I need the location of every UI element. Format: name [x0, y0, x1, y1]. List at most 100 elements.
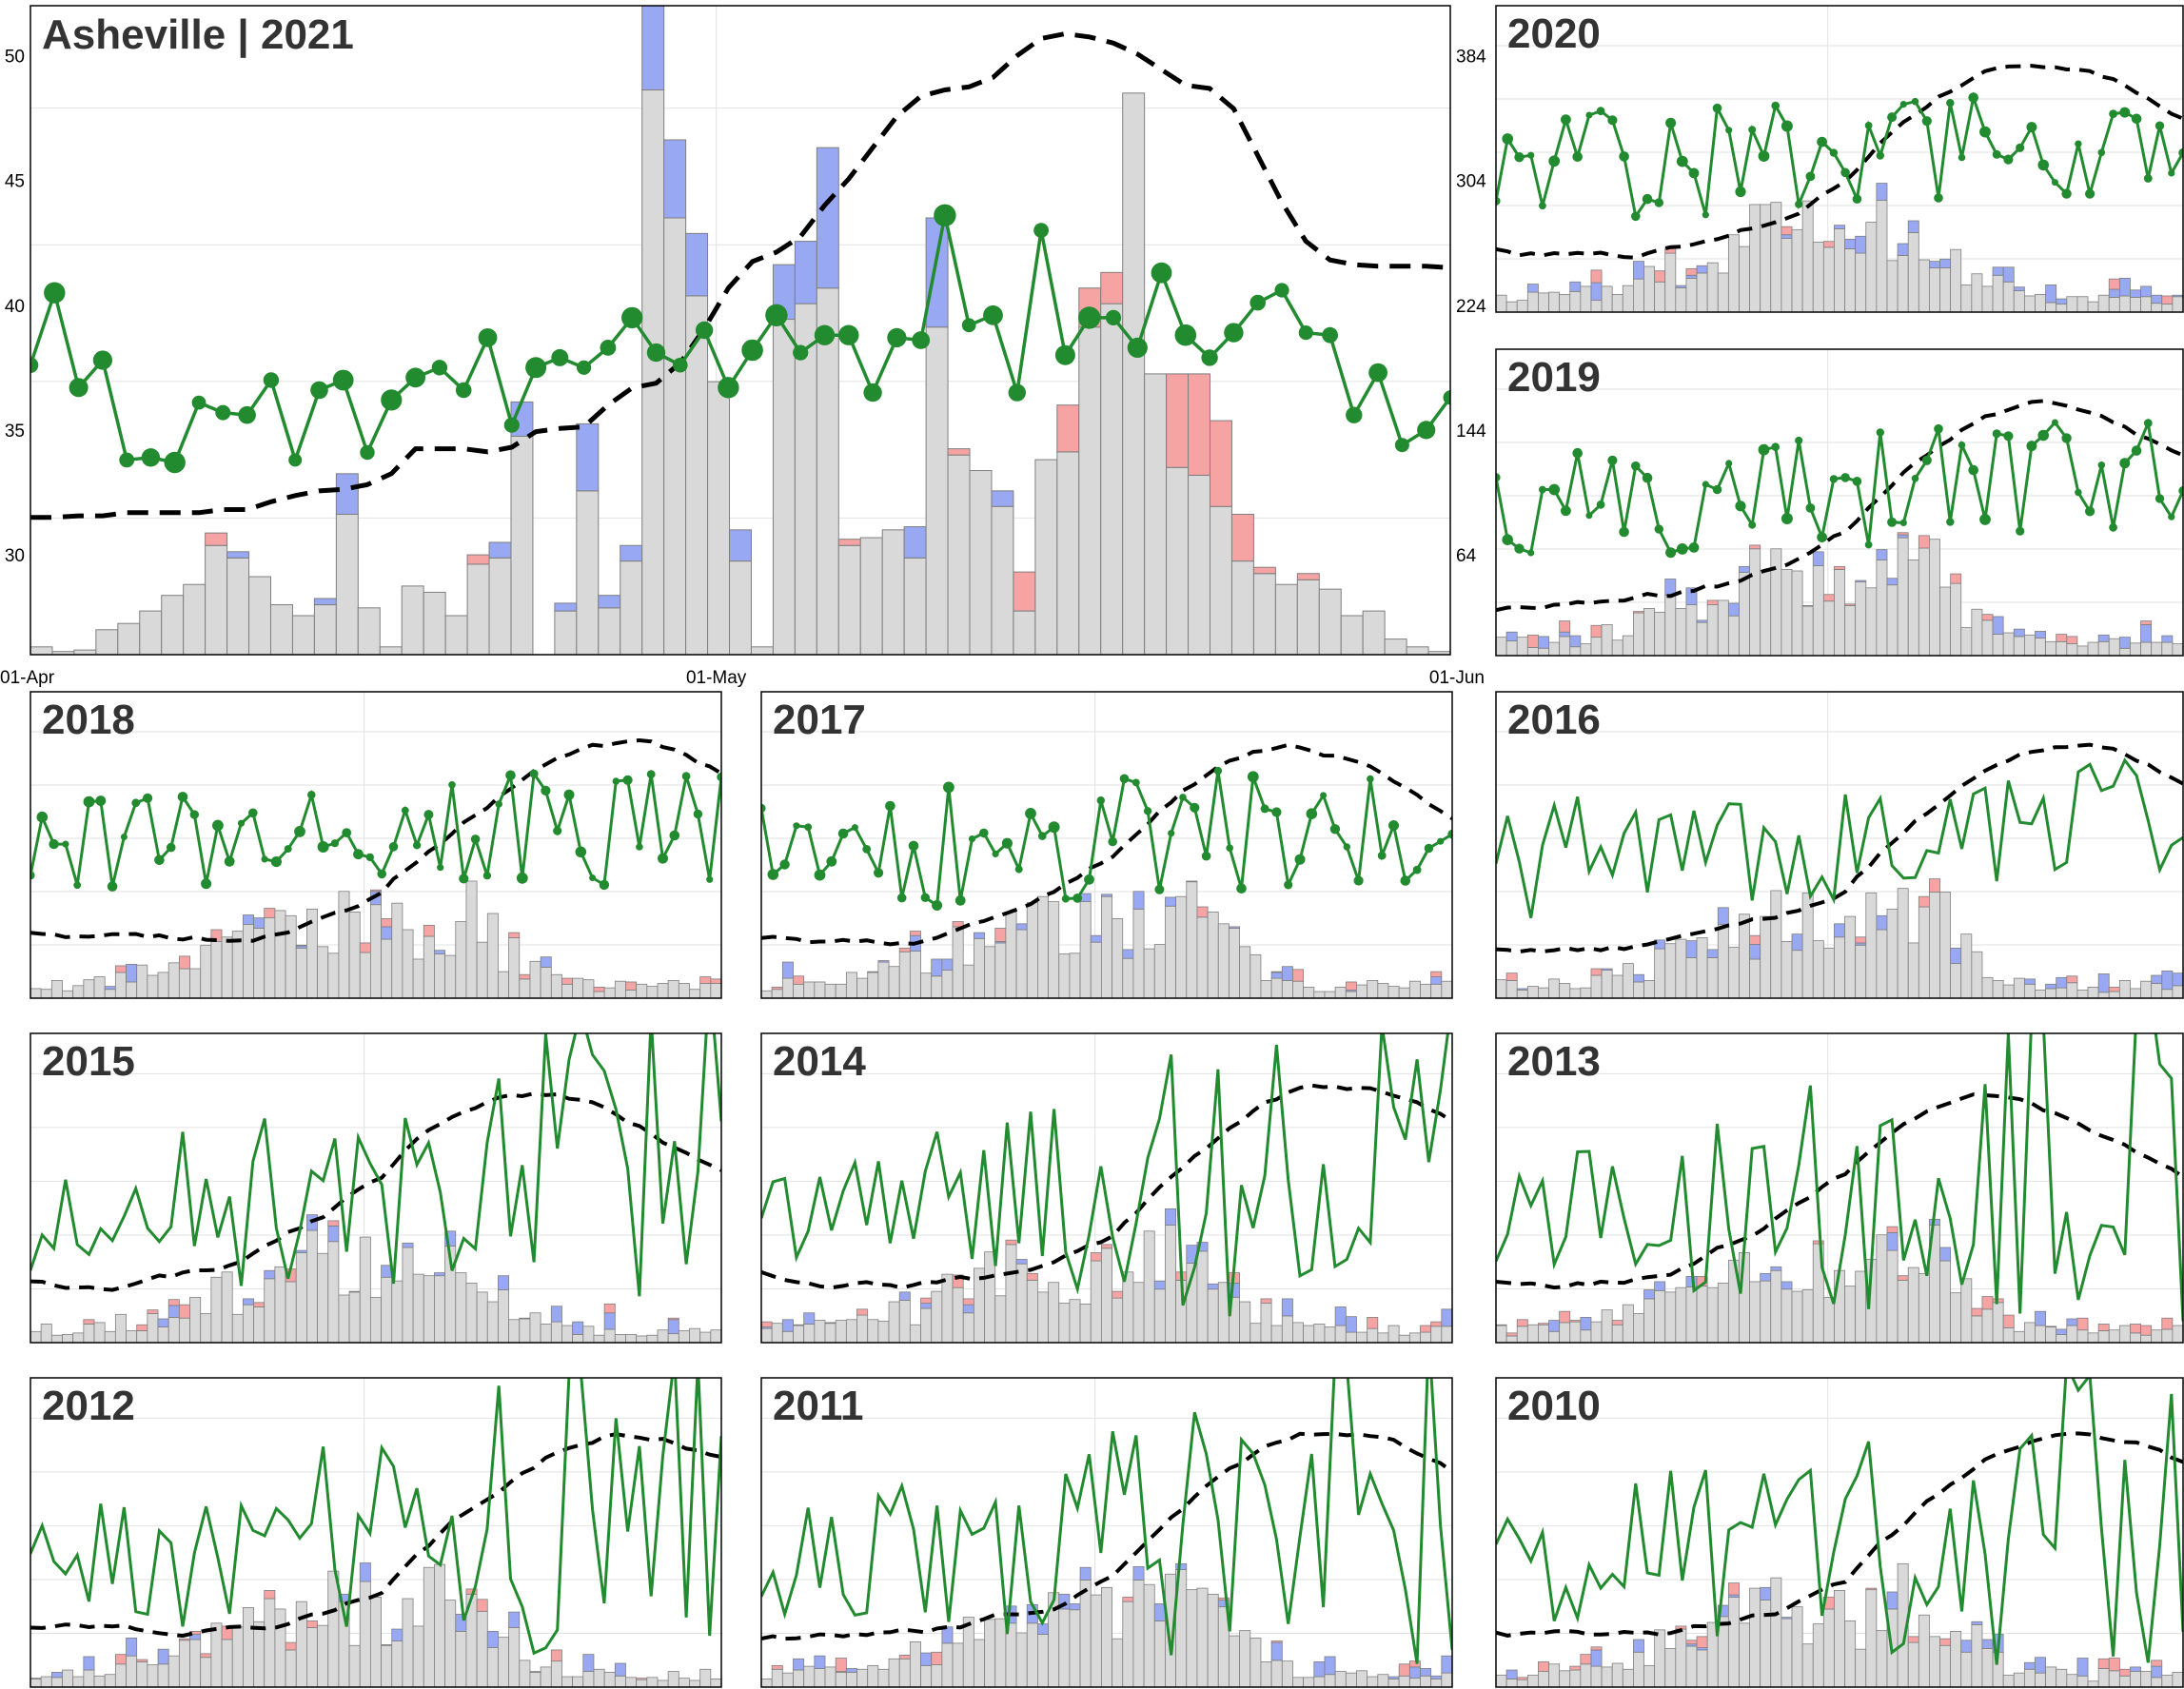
green-marker — [1887, 517, 1898, 527]
bar-gray — [455, 1272, 467, 1343]
bar-gray — [1516, 300, 1528, 312]
bar-gray — [50, 980, 63, 998]
green-marker — [505, 770, 516, 781]
bar-gray — [1706, 604, 1719, 656]
bar-red — [593, 986, 605, 992]
bar-gray — [2023, 295, 2036, 312]
bar-red — [824, 1322, 836, 1325]
bar-red — [1398, 1663, 1410, 1677]
bar-gray — [835, 983, 847, 998]
bar-gray — [1496, 1325, 1507, 1343]
green-marker — [992, 850, 999, 858]
bar-gray — [2035, 638, 2046, 656]
bar-gray — [335, 513, 359, 655]
bar-gray — [1601, 1666, 1613, 1687]
bar-gray — [1685, 604, 1698, 656]
bar-gray — [1939, 1260, 1952, 1343]
bar-gray — [1939, 267, 1952, 312]
green-marker — [1033, 223, 1049, 239]
bar-gray — [1643, 1298, 1656, 1343]
bar-red — [1834, 565, 1845, 570]
bar-gray — [2076, 1329, 2089, 1343]
bar-red — [1706, 599, 1719, 605]
plot-area — [761, 1378, 1452, 1687]
green-marker — [1190, 802, 1200, 813]
bar-blue — [663, 139, 687, 219]
bar-gray — [1907, 232, 1919, 312]
bar-gray — [1992, 274, 2004, 312]
bar-gray — [1971, 273, 1983, 312]
bar-red — [1907, 1636, 1919, 1643]
bar-gray — [2002, 984, 2015, 998]
green-marker — [73, 881, 82, 890]
bar-blue — [2035, 1310, 2046, 1326]
bar-gray — [657, 1329, 669, 1343]
bar-gray — [2130, 297, 2141, 312]
bar-gray — [877, 961, 890, 998]
bar-red — [771, 986, 783, 991]
green-marker — [1829, 148, 1839, 157]
bar-gray — [898, 1658, 911, 1687]
bar-gray — [1844, 604, 1857, 656]
bar-gray — [1611, 294, 1623, 312]
green-marker — [1001, 837, 1013, 849]
bar-gray — [1664, 1291, 1677, 1343]
bar-gray — [1822, 600, 1835, 656]
bar-gray — [1844, 915, 1857, 998]
bar-blue — [2056, 298, 2068, 304]
bar-gray — [625, 1334, 638, 1343]
bar-gray — [348, 912, 361, 998]
bar-red — [264, 908, 276, 919]
bar-gray — [412, 958, 424, 998]
bar-gray — [338, 1294, 350, 1343]
bar-blue — [1727, 602, 1740, 617]
bar-red — [1122, 1597, 1134, 1602]
bar-gray — [1441, 1672, 1452, 1687]
bar-gray — [761, 990, 773, 998]
bar-gray — [2045, 1326, 2057, 1343]
bar-gray — [1207, 912, 1219, 998]
bar-gray — [1526, 1324, 1539, 1343]
bar-blue — [1760, 1586, 1772, 1601]
green-marker — [961, 318, 976, 333]
bar-gray — [2140, 296, 2153, 312]
bar-red — [2118, 1668, 2131, 1677]
bar-gray — [1580, 285, 1592, 312]
green-marker — [1619, 526, 1629, 538]
green-marker — [1676, 543, 1688, 555]
green-marker — [30, 357, 39, 373]
bar-red — [1188, 373, 1211, 476]
bar-gray — [1876, 199, 1888, 312]
green-marker — [478, 328, 498, 347]
green-marker — [237, 819, 246, 827]
bar-blue — [973, 932, 985, 939]
bar-gray — [835, 1320, 847, 1343]
green-marker — [470, 835, 481, 844]
bar-gray — [1270, 1325, 1283, 1343]
bar-red — [710, 978, 721, 984]
bar-blue — [2140, 285, 2153, 298]
green-marker — [1946, 99, 1955, 108]
bar-gray — [1706, 1286, 1719, 1343]
bar-red — [264, 1590, 276, 1600]
bar-gray — [1112, 1638, 1124, 1687]
bar-gray — [1611, 1324, 1623, 1343]
green-marker — [2119, 107, 2131, 118]
bar-gray — [1971, 608, 1983, 656]
bar-blue — [1675, 285, 1687, 288]
green-markers — [30, 204, 1450, 474]
bar-gray — [1005, 1244, 1017, 1343]
bar-gray — [1781, 1618, 1793, 1687]
bar-gray — [593, 1334, 605, 1343]
bar-gray — [1196, 916, 1209, 998]
bars — [1496, 1218, 2183, 1343]
green-marker — [943, 781, 954, 794]
bar-gray — [1865, 892, 1878, 998]
bar-gray — [1664, 252, 1677, 312]
green-marker — [1151, 262, 1172, 284]
bar-gray — [264, 917, 276, 998]
bar-gray — [2097, 1668, 2110, 1687]
bar-red — [200, 1653, 212, 1659]
green-marker — [1322, 326, 1338, 344]
bar-gray — [2087, 1332, 2099, 1343]
